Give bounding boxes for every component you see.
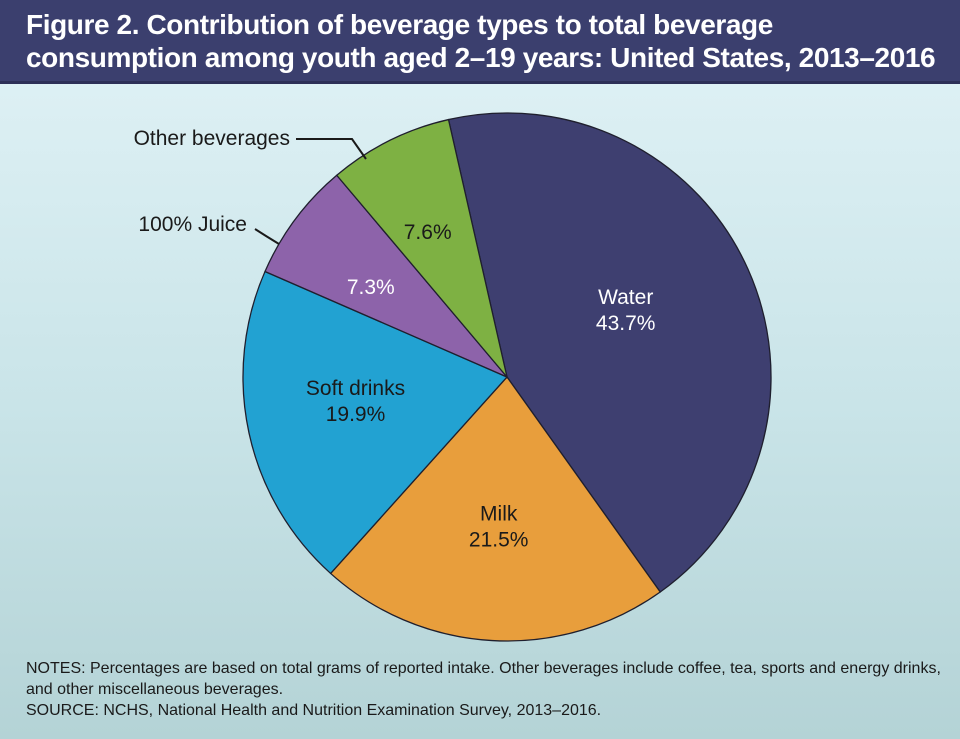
chart-title: Figure 2. Contribution of beverage types… <box>26 9 936 73</box>
pie-slice-milk <box>329 376 661 642</box>
slice-label-soft-drinks: Soft drinks <box>306 377 405 400</box>
slice-value-soft-drinks: 19.9% <box>326 403 386 426</box>
slice-value-100-juice: 7.3% <box>347 276 395 299</box>
pie-slice-other-beverages <box>336 118 508 378</box>
slice-value-other-beverages: 7.6% <box>404 221 452 244</box>
pie-slices <box>242 112 772 642</box>
source-text: SOURCE: NCHS, National Health and Nutrit… <box>26 702 602 719</box>
slice-labels: Water 43.7% Milk 21.5% Soft drinks 19.9% 7.3% 7… <box>306 221 656 552</box>
callout-label-100-juice: 100% Juice <box>138 213 247 236</box>
callout-leader-100-juice <box>254 228 280 245</box>
pie-slice-water <box>447 112 772 593</box>
callout-labels: 100% Juice Other beverages <box>134 127 367 245</box>
notes-text: NOTES: Percentages are based on total gr… <box>26 660 941 698</box>
pie-slice-100-juice <box>264 174 508 378</box>
figure-notes: NOTES: Percentages are based on total gr… <box>26 658 946 721</box>
slice-value-milk: 21.5% <box>469 529 529 552</box>
slice-label-water: Water <box>598 286 653 309</box>
figure-header: Figure 2. Contribution of beverage types… <box>0 0 960 84</box>
slice-value-water: 43.7% <box>596 312 656 335</box>
slice-label-milk: Milk <box>480 503 518 526</box>
callout-leader-other-beverages <box>296 138 367 160</box>
pie-slice-soft-drinks <box>242 270 508 575</box>
callout-label-other-beverages: Other beverages <box>134 127 290 150</box>
